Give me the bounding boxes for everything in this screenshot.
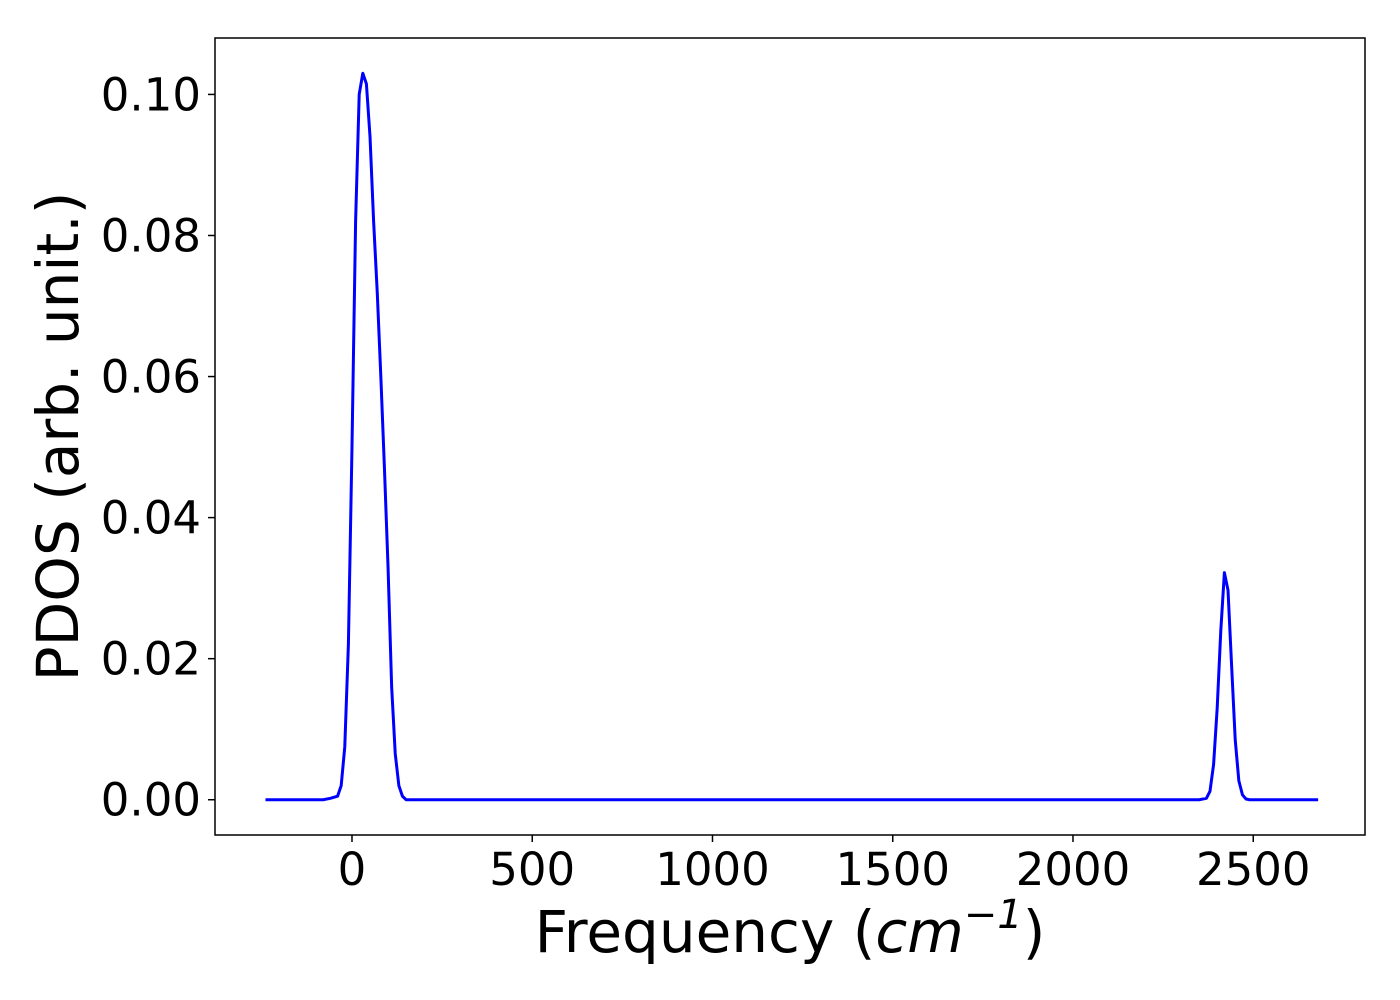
x-axis-label-unit: cm	[875, 898, 963, 966]
y-axis-label: PDOS (arb. unit.)	[24, 192, 92, 682]
plot-frame	[214, 37, 1366, 836]
x-axis-label: Frequency (cm−1)	[535, 892, 1046, 966]
y-tick-label: 0.06	[101, 351, 201, 404]
x-axis-label-exponent: −1	[964, 892, 1023, 938]
x-axis-label-prefix: Frequency (	[535, 898, 876, 966]
y-tick-label: 0.08	[101, 209, 201, 262]
y-axis: 0.00 0.02 0.04 0.06 0.08 0.10	[101, 68, 215, 827]
x-tick-label: 0	[338, 843, 367, 896]
y-tick-label: 0.02	[101, 633, 201, 686]
y-tick-label: 0.00	[101, 774, 201, 827]
x-tick-label: 1000	[655, 843, 770, 896]
x-tick-label: 1500	[835, 843, 950, 896]
x-tick-label: 2000	[1016, 843, 1131, 896]
x-axis-label-suffix: )	[1023, 898, 1046, 966]
x-tick-label: 500	[489, 843, 575, 896]
x-tick-label: 2500	[1196, 843, 1311, 896]
series-line-0	[265, 71, 1319, 802]
y-tick-label: 0.04	[101, 492, 201, 545]
x-axis: 0 500 1000 1500 2000 2500	[338, 835, 1311, 896]
y-tick-label: 0.10	[101, 68, 201, 121]
plot-area	[265, 71, 1319, 802]
